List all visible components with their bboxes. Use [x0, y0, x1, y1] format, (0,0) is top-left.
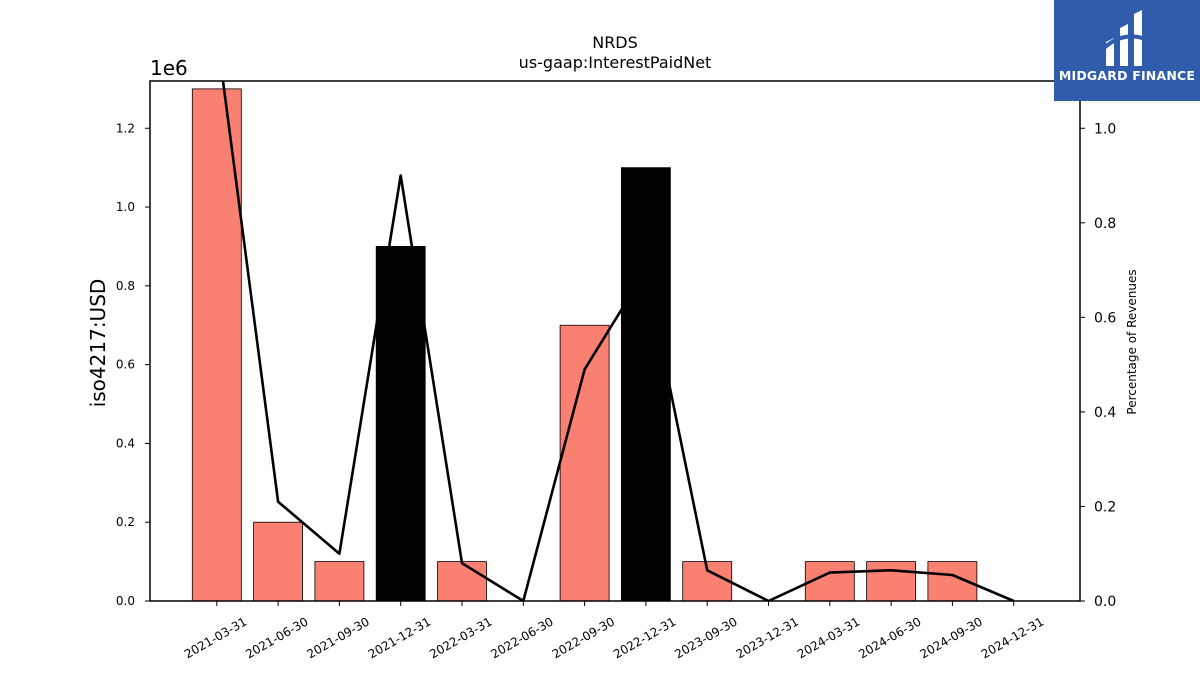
y-tick-label: 0.2 [116, 515, 135, 529]
y-multiplier: 1e6 [150, 56, 188, 80]
x-tick-label: 2021-12-31 [366, 614, 433, 661]
bar-2024-06-30 [866, 561, 916, 601]
y2-tick-label: 0.8 [1094, 216, 1116, 232]
x-tick-label: 2024-09-30 [917, 614, 984, 661]
x-tick-label: 2022-06-30 [488, 614, 555, 661]
y-tick-label: 0.8 [116, 279, 135, 293]
x-tick-label: 2023-09-30 [672, 614, 739, 661]
y2-tick-label: 1.0 [1094, 121, 1116, 137]
x-tick-label: 2024-06-30 [856, 614, 923, 661]
bar-2022-09-30 [559, 324, 610, 601]
x-tick-label: 2022-03-31 [427, 614, 494, 661]
revenue-pct-line [221, 81, 1015, 601]
x-tick-label: 2021-09-30 [304, 614, 371, 661]
bar-2022-03-31 [437, 561, 487, 601]
bar-2021-09-30 [314, 561, 365, 601]
y2-axis-label: Percentage of Revenues [1125, 269, 1139, 414]
y-tick-label: 0.6 [116, 358, 135, 372]
midgard-finance-logo: MIDGARD FINANCE [1054, 0, 1200, 101]
bar-2021-06-30 [253, 521, 304, 601]
x-tick-label: 2021-03-31 [182, 614, 249, 661]
revenue-pct-line-group [221, 81, 1015, 601]
y2-tick-label: 0.2 [1094, 499, 1116, 515]
midgard-logo-icon [1102, 10, 1149, 66]
y-axis-label: iso4217:USD [86, 279, 110, 408]
y-tick-label: 1.0 [116, 200, 135, 214]
chart-title: NRDS [592, 33, 638, 52]
chart-subtitle: us-gaap:InterestPaidNet [519, 53, 712, 72]
bar-2022-12-31 [621, 167, 671, 601]
x-tick-label: 2024-03-31 [795, 614, 862, 661]
y-tick-label: 1.2 [116, 121, 135, 135]
x-tick-label: 2021-06-30 [243, 614, 310, 661]
bar-2021-12-31 [375, 246, 426, 601]
x-tick-label: 2022-09-30 [550, 614, 617, 661]
logo-name: MIDGARD FINANCE [1058, 68, 1196, 83]
bars-group [191, 88, 978, 601]
x-tick-label: 2022-12-31 [611, 614, 678, 661]
bar-2021-03-31 [191, 88, 242, 601]
y-tick-label: 0.4 [116, 436, 135, 450]
y2-tick-label: 0.6 [1094, 310, 1116, 326]
plot-frame [149, 80, 1081, 602]
y2-tick-label: 0.0 [1094, 594, 1116, 610]
y-tick-label: 0.0 [116, 594, 135, 608]
x-tick-label: 2023-12-31 [734, 614, 801, 661]
x-tick-label: 2024-12-31 [979, 614, 1046, 661]
y2-tick-label: 0.4 [1094, 405, 1116, 421]
